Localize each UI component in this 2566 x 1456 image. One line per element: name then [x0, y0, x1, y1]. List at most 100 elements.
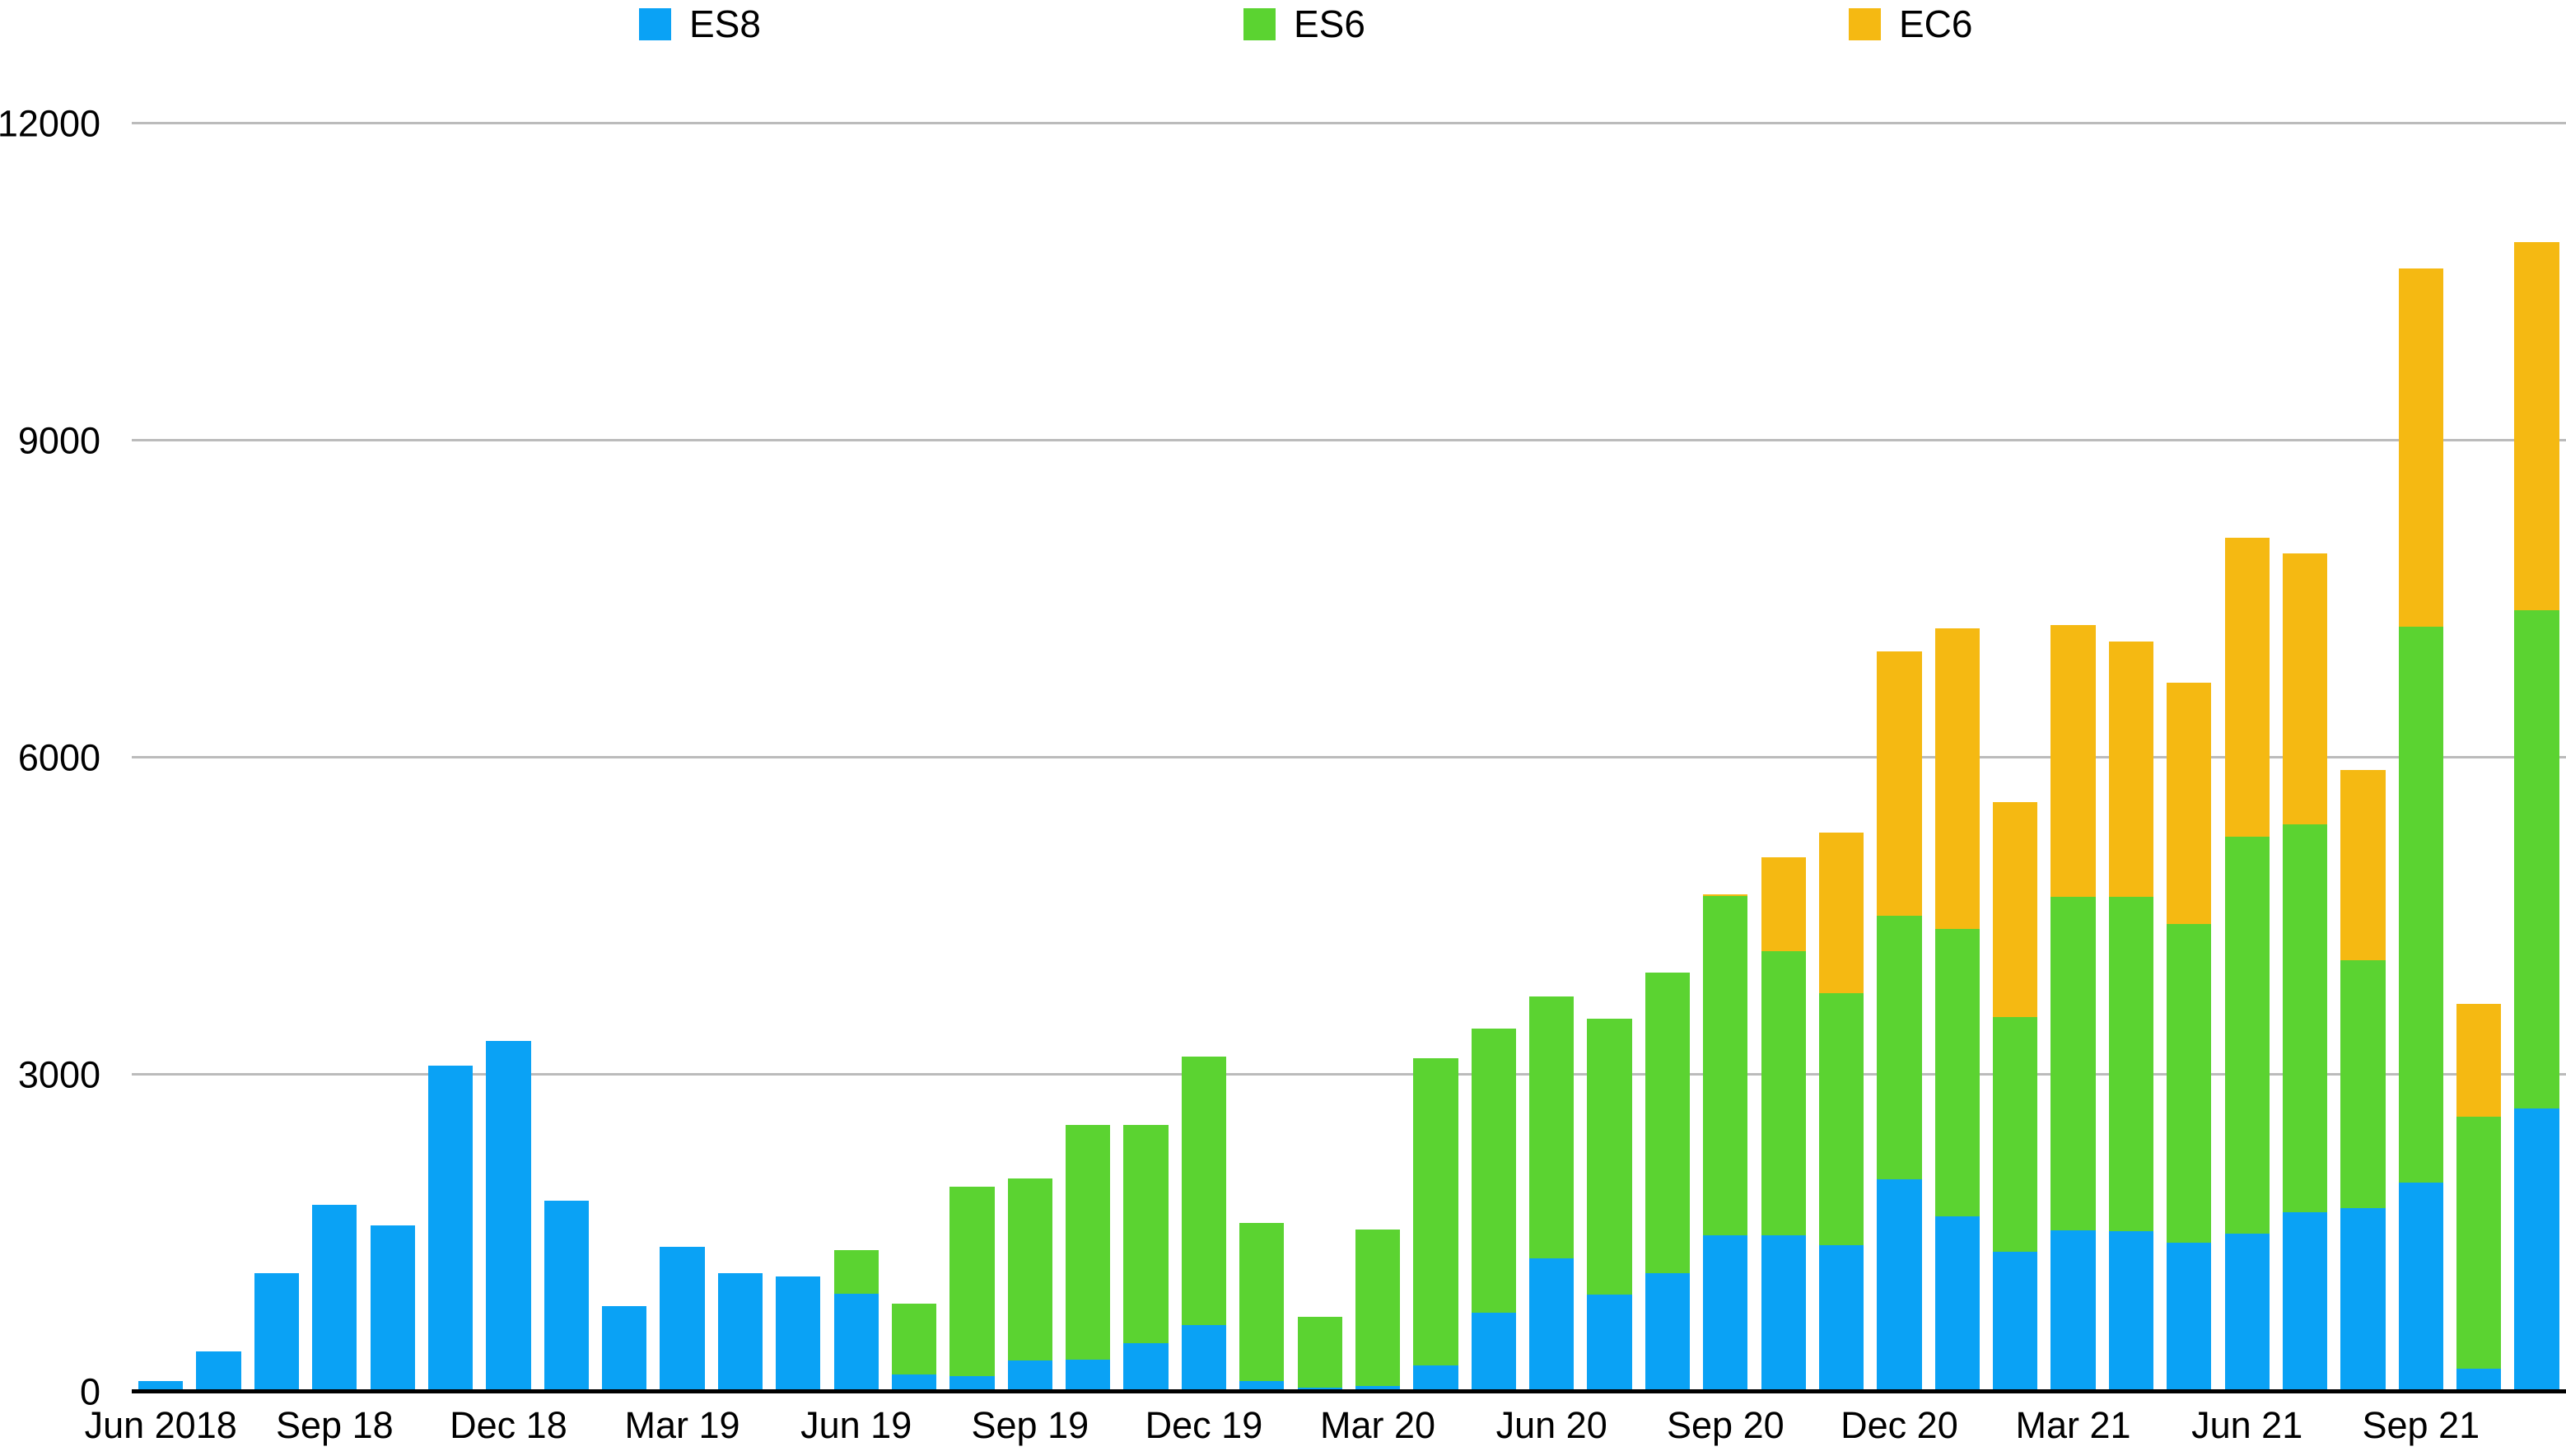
bar-slot-sep-2021: Sep 21 [2363, 124, 2480, 1444]
gridline-9000 [132, 439, 2566, 441]
es8-swatch-icon [639, 7, 671, 40]
bar-slot-nov-2018 [422, 124, 479, 1392]
bar-slot-mar-2020: Mar 20 [1320, 124, 1435, 1444]
bar-slot-mar-2021: Mar 21 [2016, 124, 2131, 1444]
bar-segment-es6 [1818, 992, 1864, 1246]
bar-apr-2021 [2108, 124, 2154, 1392]
bar-segment-es8 [1181, 1324, 1227, 1392]
x-axis-label: Jun 20 [1495, 1404, 1607, 1446]
bar-segment-ec6 [1934, 628, 1980, 929]
bar-segment-es8 [1413, 1365, 1458, 1392]
bar-slot-feb-2019 [595, 124, 653, 1392]
bar-slot-jan-2020 [1233, 124, 1290, 1392]
bar-jul-2020 [1587, 124, 1632, 1392]
bar-segment-ec6 [2340, 770, 2386, 961]
bar-segment-es6 [1181, 1057, 1227, 1325]
bar-mar-2020 [1355, 124, 1401, 1392]
bar-segment-es8 [254, 1273, 300, 1392]
bar-slot-nov-2020 [1813, 124, 1870, 1392]
bar-segment-ec6 [2398, 268, 2443, 628]
bar-segment-es8 [2282, 1211, 2328, 1392]
bar-slot-aug-2021 [2334, 124, 2391, 1392]
bar-segment-es6 [2050, 897, 2096, 1230]
bar-segment-es6 [1471, 1029, 1516, 1313]
y-axis-label-0: 0 [79, 1370, 100, 1413]
bar-segment-ec6 [2167, 682, 2212, 924]
bar-slot-jun-2018: Jun 2018 [85, 124, 237, 1444]
bar-segment-es8 [2224, 1233, 2270, 1392]
bar-segment-es8 [602, 1305, 647, 1392]
bar-mar-2019 [660, 124, 705, 1392]
bar-segment-ec6 [1761, 857, 1806, 951]
x-axis-label: Jun 2018 [84, 1404, 237, 1446]
y-axis-label-6000: 6000 [17, 736, 100, 779]
bar-segment-es8 [776, 1276, 821, 1392]
bar-segment-es6 [2340, 960, 2386, 1208]
bar-segment-es8 [312, 1205, 357, 1392]
bar-segment-es6 [2108, 896, 2154, 1231]
bar-slot-apr-2021 [2102, 124, 2160, 1392]
bar-slot-nov-2019 [1117, 124, 1174, 1392]
bar-segment-es8 [2398, 1183, 2443, 1392]
bar-feb-2020 [1297, 124, 1342, 1392]
bar-slot-aug-2020 [1639, 124, 1696, 1392]
y-axis-label-3000: 3000 [17, 1053, 100, 1096]
bar-segment-es8 [717, 1272, 763, 1392]
bar-slot-dec-2020: Dec 20 [1841, 124, 1958, 1444]
bar-slot-sep-2020: Sep 20 [1667, 124, 1785, 1444]
x-axis-label: Mar 19 [624, 1404, 740, 1446]
legend-label-es8: ES8 [689, 2, 761, 45]
bar-slot-jul-2020 [1580, 124, 1638, 1392]
bar-slot-jan-2019 [538, 124, 595, 1392]
x-axis-label: Sep 19 [971, 1404, 1089, 1446]
bar-segment-ec6 [2282, 553, 2328, 824]
bar-slot-apr-2019 [711, 124, 769, 1392]
bar-jan-2021 [1934, 124, 1980, 1392]
bar-segment-ec6 [1703, 894, 1748, 896]
bar-may-2020 [1471, 124, 1516, 1392]
bar-segment-es8 [1587, 1294, 1632, 1392]
bar-segment-es8 [1818, 1245, 1864, 1392]
bar-segment-es8 [2108, 1230, 2154, 1392]
x-axis-label: Mar 20 [1320, 1404, 1436, 1446]
bar-oct-2020 [1761, 124, 1806, 1392]
bar-slot-jan-2021 [1929, 124, 1986, 1392]
bar-slot-oct-2021 [2450, 124, 2508, 1392]
bar-segment-es8 [1934, 1216, 1980, 1392]
bar-segment-es6 [2282, 824, 2328, 1212]
bar-segment-es6 [1123, 1124, 1169, 1343]
bar-series: Jun 2018 Sep 18 Dec 18 Mar 19 Jun 19 Sep 19 De… [85, 124, 2566, 1444]
bar-segment-es6 [2398, 627, 2443, 1183]
bar-sep-2018 [312, 124, 357, 1392]
bar-nov-2019 [1123, 124, 1169, 1392]
bar-segment-es8 [2456, 1369, 2502, 1392]
bar-apr-2020 [1413, 124, 1458, 1392]
bar-slot-jul-2019 [885, 124, 943, 1392]
bar-aug-2021 [2340, 124, 2386, 1392]
gridline-3000 [132, 1073, 2566, 1076]
bar-segment-ec6 [2456, 1004, 2502, 1117]
bar-slot-dec-2018: Dec 18 [450, 124, 567, 1444]
bar-segment-es6 [1529, 996, 1575, 1258]
bar-oct-2018 [370, 124, 415, 1392]
bar-dec-2020 [1877, 124, 1922, 1392]
y-axis-label-12000: 12000 [0, 102, 100, 145]
bar-segment-es8 [1471, 1312, 1516, 1392]
bar-segment-es8 [486, 1041, 531, 1392]
bar-mar-2021 [2050, 124, 2096, 1392]
bar-segment-es8 [1703, 1234, 1748, 1392]
bar-may-2021 [2167, 124, 2212, 1392]
bar-slot-may-2020 [1465, 124, 1523, 1392]
es6-swatch-icon [1243, 7, 1276, 40]
bar-segment-es8 [1761, 1235, 1806, 1392]
x-axis-label: Dec 19 [1145, 1404, 1263, 1446]
bar-slot-oct-2019 [1059, 124, 1117, 1392]
bar-segment-es8 [1877, 1179, 1922, 1392]
bar-segment-ec6 [2050, 624, 2096, 898]
bar-segment-es6 [1934, 928, 1980, 1216]
bar-segment-es8 [1239, 1380, 1285, 1392]
bar-may-2019 [776, 124, 821, 1392]
bar-jul-2021 [2282, 124, 2328, 1392]
bar-segment-es8 [891, 1374, 937, 1392]
